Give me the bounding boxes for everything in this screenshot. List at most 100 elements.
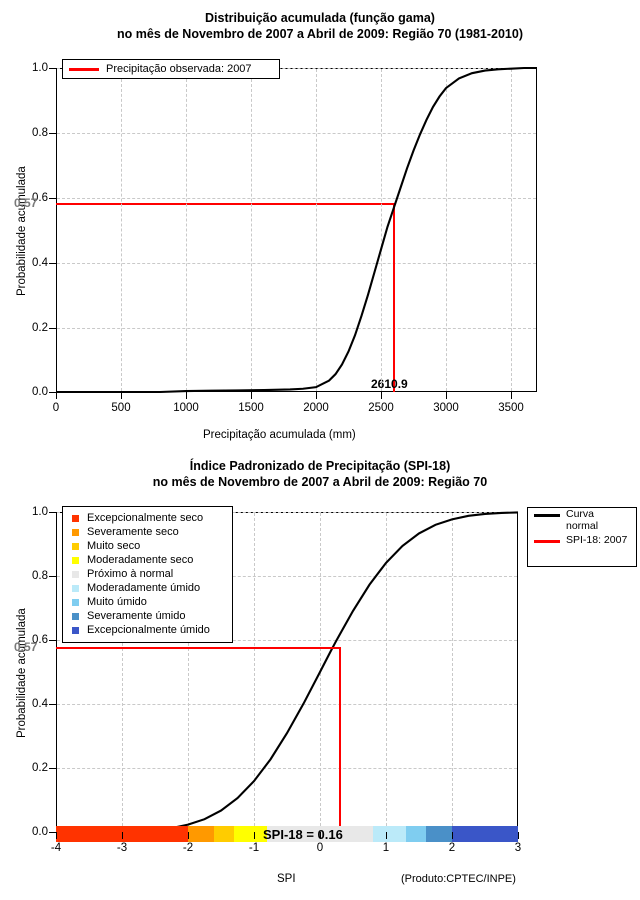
gridline-top-x7	[511, 69, 512, 391]
x-tick-label-bottom-7: 2	[448, 842, 456, 854]
x-tick-mark-top-6	[381, 392, 383, 399]
y-tick-label-top-6: 0.0	[32, 386, 48, 398]
y-tick-mark-bottom-2	[49, 576, 56, 578]
legend-label-muito-umido: Muito úmido	[87, 596, 147, 608]
y-tick-mark-bottom-1	[49, 512, 56, 514]
gridline-top-x1	[121, 69, 122, 391]
x-tick-label-top-4: 1500	[238, 402, 264, 414]
plot-area-top	[56, 68, 537, 392]
probability-annotation-top: 0.57	[14, 196, 38, 210]
y-tick-label-top-4: 0.4	[32, 257, 48, 269]
y-tick-label-bottom-4: 0.4	[32, 698, 48, 710]
y-tick-label-bottom-5: 0.2	[32, 762, 48, 774]
x-tick-label-top-6: 2500	[368, 402, 394, 414]
x-tick-mark-bottom-8	[518, 832, 520, 839]
legend-label-excepcionalmente-umido: Excepcionalmente úmido	[87, 624, 210, 636]
y-tick-mark-top-6	[49, 392, 56, 394]
gridline-top-x6	[446, 69, 447, 391]
x-tick-mark-top-1	[56, 392, 58, 399]
red-horizontal-indicator-top	[56, 203, 395, 205]
legend-row-spi18: SPI-18: 2007	[528, 534, 636, 546]
y-tick-label-bottom-1: 1.0	[32, 506, 48, 518]
x-tick-label-top-1: 0	[52, 402, 60, 414]
legend-label-moderadamente-seco: Moderadamente seco	[87, 554, 194, 566]
gridline-bottom-y4	[57, 704, 517, 705]
colorbar-segment-muito-umido	[406, 826, 426, 842]
legend-line-icon-spi18	[534, 540, 560, 543]
legend-swatch-icon-moderadamente-umido	[72, 584, 79, 592]
legend-label-excepcionalmente-seco: Excepcionalmente seco	[87, 512, 204, 524]
legend-line-icon-observed	[69, 67, 99, 71]
legend-swatch-icon-excepcionalmente-umido	[72, 626, 79, 634]
red-horizontal-indicator-bottom	[56, 647, 341, 649]
probability-annotation-bottom: 0.57	[14, 640, 38, 654]
y-tick-label-top-2: 0.8	[32, 127, 48, 139]
y-tick-mark-top-4	[49, 263, 56, 265]
red-vertical-indicator-top	[393, 203, 395, 392]
x-tick-label-top-3: 1000	[173, 402, 199, 414]
x-axis-title-bottom: SPI	[277, 873, 296, 885]
x-tick-mark-top-5	[316, 392, 318, 399]
x-tick-mark-bottom-3	[188, 832, 190, 839]
y-tick-label-top-1: 1.0	[32, 62, 48, 74]
gridline-bottom-x3	[254, 513, 255, 831]
x-tick-label-bottom-4: -1	[248, 842, 260, 854]
y-tick-mark-bottom-6	[49, 832, 56, 834]
legend-swatch-icon-muito-seco	[72, 542, 79, 550]
x-tick-mark-top-8	[511, 392, 513, 399]
gridline-top-y1	[57, 68, 536, 69]
legend-row-severamente-umido: Severamente úmido	[63, 609, 232, 623]
legend-curves-bottom: Curva normal SPI-18: 2007	[527, 507, 637, 567]
colorbar-segment-moderadamente-umido	[373, 826, 406, 842]
legend-label-severamente-umido: Severamente úmido	[87, 610, 186, 622]
legend-row-proximo-a-normal: Próximo à normal	[63, 567, 232, 581]
gridline-top-y5	[57, 328, 536, 329]
colorbar-segment-severamente-seco	[188, 826, 214, 842]
chart-title-bottom-line2: no mês de Novembro de 2007 a Abril de 20…	[152, 475, 488, 489]
x-axis-title-top: Precipitação acumulada (mm)	[203, 429, 356, 441]
legend-row-curva-normal: Curva normal	[528, 508, 636, 532]
legend-label-severamente-seco: Severamente seco	[87, 526, 179, 538]
x-tick-mark-bottom-5	[320, 832, 322, 839]
y-tick-label-bottom-2: 0.8	[32, 570, 48, 582]
colorbar-segment-excepcionalmente-umido	[452, 826, 518, 842]
y-tick-mark-top-5	[49, 328, 56, 330]
x-tick-label-bottom-2: -3	[116, 842, 128, 854]
x-tick-label-bottom-1: -4	[50, 842, 62, 854]
gridline-bottom-y2	[57, 576, 517, 577]
x-tick-label-top-2: 500	[111, 402, 131, 414]
gridline-bottom-x6	[452, 513, 453, 831]
gridline-top-y2	[57, 133, 536, 134]
legend-label-muito-seco: Muito seco	[87, 540, 141, 552]
x-tick-mark-top-3	[186, 392, 188, 399]
chart-title-top-line2: no mês de Novembro de 2007 a Abril de 20…	[117, 27, 523, 41]
gridline-bottom-x1	[122, 513, 123, 831]
legend-swatch-icon-proximo-a-normal	[72, 570, 79, 578]
gridline-top-y3	[57, 198, 536, 199]
x-tick-mark-bottom-7	[452, 832, 454, 839]
legend-top: Precipitação observada: 2007	[62, 59, 280, 79]
legend-label-curva-normal: Curva normal	[566, 508, 598, 532]
legend-label-observed: Precipitação observada: 2007	[106, 63, 252, 75]
legend-row-muito-seco: Muito seco	[63, 539, 232, 553]
chart-title-top-line1: Distribuição acumulada (função gama)	[205, 11, 435, 25]
y-tick-mark-bottom-4	[49, 704, 56, 706]
colorbar-segment-severamente-umido	[426, 826, 452, 842]
chart-panel-spi18: Índice Padronizado de Precipitação (SPI-…	[0, 450, 640, 900]
y-tick-label-top-5: 0.2	[32, 322, 48, 334]
legend-swatch-icon-severamente-umido	[72, 612, 79, 620]
y-tick-mark-top-3	[49, 198, 56, 200]
legend-row-severamente-seco: Severamente seco	[63, 525, 232, 539]
y-axis-title-top: Probabilidade acumulada	[16, 166, 28, 296]
legend-label-spi18: SPI-18: 2007	[566, 534, 628, 546]
legend-swatch-icon-moderadamente-seco	[72, 556, 79, 564]
gridline-top-x3	[251, 69, 252, 391]
x-tick-mark-top-7	[446, 392, 448, 399]
gridline-bottom-x5	[386, 513, 387, 831]
gridline-bottom-y1	[57, 512, 517, 513]
chart-title-bottom: Índice Padronizado de Precipitação (SPI-…	[0, 458, 640, 490]
legend-row-moderadamente-seco: Moderadamente seco	[63, 553, 232, 567]
gridline-bottom-y3	[57, 640, 517, 641]
spi-value-annotation: SPI-18 = 0.16	[263, 827, 343, 842]
y-tick-mark-bottom-5	[49, 768, 56, 770]
